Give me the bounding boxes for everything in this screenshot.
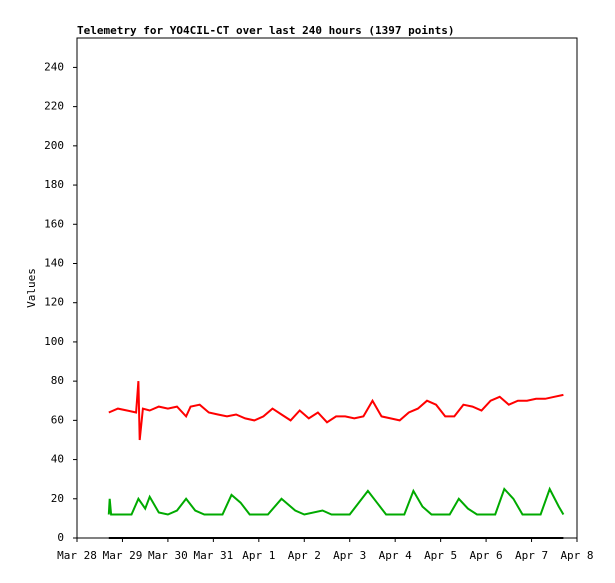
x-tick-label: Apr 4 [379,549,412,562]
plot-frame [76,37,578,539]
chart-title: Telemetry for YO4CIL-CT over last 240 ho… [77,24,455,37]
x-tick-label: Apr 3 [333,549,366,562]
y-tick-label: 120 [44,296,64,309]
x-tick-label: Mar 31 [193,549,233,562]
y-tick-label: 60 [51,413,64,426]
y-tick-label: 220 [44,100,64,113]
y-axis-label: Values [25,268,38,308]
y-tick-label: 140 [44,256,64,269]
y-tick-label: 100 [44,335,64,348]
x-tick-label: Mar 29 [103,549,143,562]
x-tick-label: Apr 5 [424,549,457,562]
y-tick-label: 0 [57,531,64,544]
y-tick-label: 40 [51,453,64,466]
x-tick-label: Apr 6 [470,549,503,562]
series-line [108,381,564,441]
y-tick-label: 80 [51,374,64,387]
y-tick-label: 200 [44,139,64,152]
x-tick-label: Mar 28 [57,549,97,562]
y-tick-label: 240 [44,60,64,73]
x-tick-label: Mar 30 [148,549,188,562]
x-tick-label: Apr 1 [242,549,275,562]
y-tick-label: 180 [44,178,64,191]
y-tick-label: 20 [51,492,64,505]
x-tick-label: Apr 7 [515,549,548,562]
x-tick-label: Apr 2 [288,549,321,562]
series-line [107,486,565,516]
y-tick-label: 160 [44,217,64,230]
x-tick-label: Apr 8 [560,549,593,562]
